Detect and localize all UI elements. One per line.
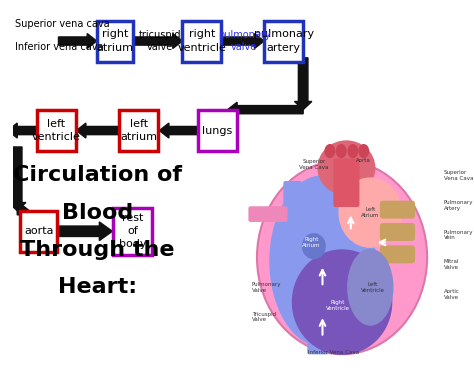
Text: Pulmonary
Vein: Pulmonary Vein — [444, 230, 474, 240]
Ellipse shape — [257, 160, 427, 354]
FancyBboxPatch shape — [113, 208, 152, 254]
Text: Through the: Through the — [20, 240, 175, 260]
FancyArrow shape — [76, 123, 119, 138]
FancyArrow shape — [134, 34, 182, 48]
Text: Right
Atrium: Right Atrium — [302, 237, 321, 248]
Text: Left
Ventricle: Left Ventricle — [360, 282, 384, 292]
Text: Pulmonary
Valve: Pulmonary Valve — [252, 282, 282, 292]
FancyArrow shape — [221, 34, 264, 48]
Text: Aorta: Aorta — [356, 158, 371, 163]
Ellipse shape — [302, 233, 326, 259]
Text: rest
of
body: rest of body — [118, 213, 146, 250]
FancyBboxPatch shape — [97, 21, 134, 62]
FancyArrow shape — [159, 123, 197, 138]
Text: Inferior vena cava: Inferior vena cava — [15, 42, 103, 51]
Text: Circulation of: Circulation of — [13, 165, 182, 185]
Text: aorta: aorta — [24, 226, 54, 236]
FancyBboxPatch shape — [198, 110, 237, 151]
Text: Mitral
Valve: Mitral Valve — [444, 260, 459, 270]
Text: Superior
Vena Cava: Superior Vena Cava — [299, 159, 328, 169]
FancyBboxPatch shape — [248, 206, 288, 222]
Ellipse shape — [269, 175, 376, 347]
Text: right
ventricle: right ventricle — [177, 29, 227, 53]
FancyBboxPatch shape — [380, 223, 415, 241]
Text: Inferior Vena Cava: Inferior Vena Cava — [308, 350, 359, 355]
Text: left
atrium: left atrium — [120, 119, 157, 142]
Text: Tricuspid
Valve: Tricuspid Valve — [252, 312, 276, 322]
FancyArrow shape — [17, 203, 29, 218]
Text: Blood: Blood — [62, 203, 133, 223]
Text: Pulmonary
Artery: Pulmonary Artery — [444, 200, 474, 210]
FancyBboxPatch shape — [182, 21, 221, 62]
Text: Superior vena cava: Superior vena cava — [15, 19, 109, 29]
Text: tricuspid
valve: tricuspid valve — [138, 30, 181, 52]
FancyArrow shape — [294, 58, 312, 110]
FancyArrow shape — [228, 102, 303, 117]
FancyBboxPatch shape — [250, 140, 443, 360]
Text: right
atrium: right atrium — [97, 29, 134, 53]
Text: pulmonary
valve: pulmonary valve — [218, 30, 270, 52]
FancyArrow shape — [58, 34, 97, 48]
FancyBboxPatch shape — [380, 245, 415, 263]
FancyArrow shape — [9, 147, 26, 211]
FancyBboxPatch shape — [307, 289, 329, 354]
FancyBboxPatch shape — [264, 21, 303, 62]
Ellipse shape — [325, 144, 335, 158]
Ellipse shape — [292, 249, 392, 355]
FancyBboxPatch shape — [119, 110, 158, 151]
Ellipse shape — [338, 178, 402, 248]
FancyBboxPatch shape — [20, 211, 57, 252]
FancyBboxPatch shape — [283, 181, 301, 233]
Ellipse shape — [347, 144, 358, 158]
FancyBboxPatch shape — [380, 201, 415, 219]
Text: Superior
Vena Cava: Superior Vena Cava — [444, 170, 474, 181]
Text: left
ventricle: left ventricle — [32, 119, 81, 142]
Ellipse shape — [336, 144, 346, 158]
Text: Right
Ventricle: Right Ventricle — [326, 301, 350, 311]
Text: Heart:: Heart: — [58, 277, 137, 297]
Ellipse shape — [358, 144, 369, 158]
Text: pulmonary
artery: pulmonary artery — [254, 29, 314, 53]
Ellipse shape — [347, 249, 393, 326]
FancyArrow shape — [58, 222, 112, 241]
FancyArrow shape — [8, 123, 37, 138]
Ellipse shape — [318, 140, 375, 195]
Text: lungs: lungs — [202, 126, 232, 135]
FancyBboxPatch shape — [333, 159, 359, 207]
Text: Aortic
Valve: Aortic Valve — [444, 289, 460, 300]
FancyBboxPatch shape — [37, 110, 76, 151]
Text: Left
Atrium: Left Atrium — [361, 207, 380, 218]
